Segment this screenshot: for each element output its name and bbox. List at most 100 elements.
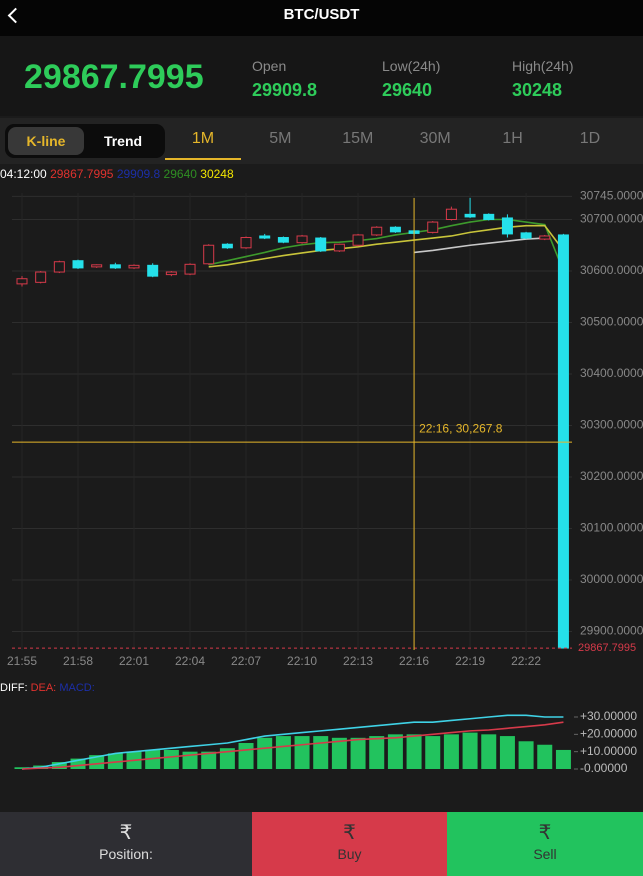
macd-bar — [257, 737, 273, 769]
candle-body — [539, 235, 551, 240]
interval-tab[interactable]: 30M — [419, 130, 451, 147]
candle-body — [16, 278, 28, 285]
legend-value: 30248 — [200, 167, 234, 181]
macd-bar — [518, 741, 534, 769]
x-tick-label: 22:04 — [175, 654, 205, 668]
action-label: Position: — [99, 846, 153, 862]
macd-bar — [275, 736, 291, 769]
interval-tab[interactable]: 1D — [579, 130, 601, 147]
candle-body — [464, 213, 476, 218]
action-button[interactable]: ₹ Position: — [0, 812, 252, 876]
macd-legend-item: DIFF: — [0, 682, 28, 694]
macd-diff-line — [21, 714, 564, 770]
x-tick-label: 21:55 — [7, 654, 37, 668]
interval-tab[interactable]: 1H — [502, 130, 523, 147]
candle-body — [259, 235, 271, 239]
macd-bar — [425, 736, 441, 769]
candle-body — [557, 234, 569, 649]
y-tick-label: 30100.0000 — [580, 521, 643, 535]
candle-body — [333, 243, 345, 252]
macd-bar — [219, 748, 235, 769]
mode-tab[interactable]: Trend — [103, 133, 143, 149]
candle-body — [184, 263, 196, 275]
stat-value: 29909.8 — [252, 80, 318, 100]
macd-tick-label: -0.00000 — [580, 761, 628, 775]
y-tick-label: 30500.0000 — [580, 315, 643, 329]
y-tick-label: 30400.0000 — [580, 366, 643, 380]
candle-body — [147, 264, 159, 277]
macd-bar — [331, 737, 347, 769]
stat-value: 29640 — [382, 80, 433, 100]
stat-value: 30248 — [512, 80, 563, 100]
crosshair-label: 22:16, 30,267.8 — [419, 421, 503, 435]
action-label: Buy — [337, 846, 362, 862]
candle-body — [371, 226, 383, 236]
stat-label: Open — [252, 58, 287, 74]
candle-body — [35, 271, 47, 283]
legend-value: 29909.8 — [117, 167, 161, 181]
macd-legend-item: MACD: — [59, 682, 94, 694]
macd-dea-line — [21, 721, 564, 770]
macd-bar — [387, 734, 403, 769]
price: 29867.7995 — [24, 58, 204, 96]
candle-body — [128, 264, 140, 269]
macd-tick-label: +10.00000 — [580, 744, 637, 758]
chart: 04:12:00 29867.7995 29909.8 29640 30248 … — [0, 167, 643, 775]
x-tick-label: 22:01 — [119, 654, 149, 668]
action-icon: ₹ — [343, 822, 356, 844]
stat-label: High(24h) — [512, 58, 574, 74]
action-button[interactable]: ₹ Sell — [447, 812, 643, 876]
macd-bar — [238, 743, 254, 769]
y-tick-label: 30600.0000 — [580, 263, 643, 277]
interval-underline — [165, 158, 241, 160]
macd-bar — [313, 736, 329, 769]
x-tick-label: 22:13 — [343, 654, 373, 668]
x-tick-label: 21:58 — [63, 654, 93, 668]
y-tick-label: 30745.0000 — [580, 188, 643, 202]
candle-body — [72, 260, 84, 269]
macd-legend-item: DEA: — [31, 682, 57, 694]
x-tick-label: 22:10 — [287, 654, 317, 668]
candle-body — [501, 217, 513, 235]
interval-tab[interactable]: 15M — [342, 130, 374, 147]
macd-bar — [555, 749, 571, 769]
tab-row: K-line Trend 1M 5M 15M 30M 1H 1D — [0, 118, 643, 164]
stat-label: Low(24h) — [382, 58, 441, 74]
interval-tab[interactable]: 5M — [269, 130, 292, 147]
macd-bar — [537, 744, 553, 769]
candle-body — [520, 232, 532, 239]
candle-body — [277, 237, 289, 243]
x-tick-label: 22:19 — [455, 654, 485, 668]
macd-bar — [350, 737, 366, 769]
macd-bar — [406, 734, 422, 769]
candle-body — [389, 226, 401, 233]
macd-bar — [145, 749, 161, 769]
macd-bar — [51, 762, 67, 769]
macd-bar — [499, 736, 515, 769]
candle-body — [427, 221, 439, 233]
action-icon: ₹ — [538, 822, 552, 844]
y-tick-label: 29900.0000 — [580, 624, 643, 638]
candle-body — [91, 264, 103, 268]
last-price-label: 29867.7995 — [578, 642, 636, 654]
y-tick-label: 30200.0000 — [580, 469, 643, 483]
interval-tab[interactable]: 1M — [191, 130, 215, 147]
macd-bar — [481, 734, 497, 769]
moving-average — [413, 237, 545, 254]
price-header: 29867.7995 Open 29909.8 Low(24h) 29640 High(… — [0, 36, 643, 116]
candle-body — [109, 264, 121, 269]
macd-bar — [163, 749, 179, 769]
candle-body — [315, 237, 327, 252]
action-label: Sell — [533, 846, 557, 862]
candle-body — [165, 271, 177, 276]
macd-tick-label: +30.00000 — [580, 709, 637, 723]
macd-bar — [369, 736, 385, 769]
mode-tab[interactable]: K-line — [8, 127, 84, 155]
action-button[interactable]: ₹ Buy — [252, 812, 447, 876]
x-tick-label: 22:07 — [231, 654, 261, 668]
candle-body — [53, 261, 65, 273]
macd-bar — [201, 751, 217, 769]
candle-body — [352, 234, 364, 246]
macd-legend: DIFF: DEA: MACD: — [0, 682, 95, 694]
